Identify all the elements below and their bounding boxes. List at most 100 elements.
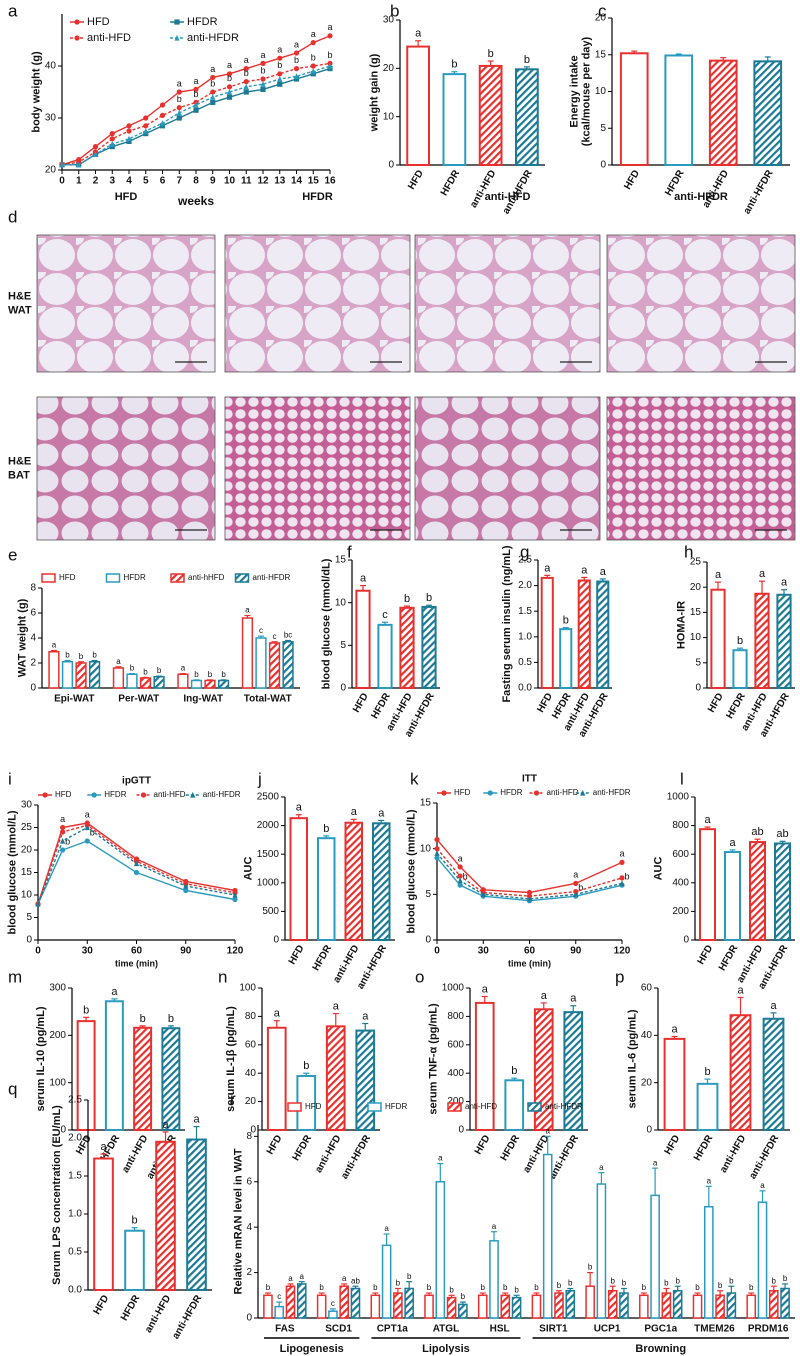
significance-letter: b xyxy=(426,592,432,604)
significance-letter: a xyxy=(244,55,249,65)
legend-marker xyxy=(42,792,48,798)
x-tick-label: HFDR xyxy=(692,1133,716,1163)
bar xyxy=(533,1008,554,1131)
significance-letter: b xyxy=(210,78,215,88)
point xyxy=(143,127,149,134)
x-tick-label: 0 xyxy=(434,946,440,957)
significance-letter: a xyxy=(193,1114,200,1126)
x-tick-label: 4 xyxy=(126,176,132,187)
bar xyxy=(699,828,716,941)
y-tick-label: 0.0 xyxy=(518,683,532,694)
panel-letter: p xyxy=(615,967,624,986)
x-tick-label: 12 xyxy=(257,176,269,187)
bar xyxy=(554,1292,564,1319)
point xyxy=(327,33,333,39)
significance-letter: a xyxy=(85,809,90,819)
legend-label: anti-HFDR xyxy=(593,788,631,797)
y-tick-label: 2.5 xyxy=(518,555,532,566)
x-tick-label: Per-WAT xyxy=(118,694,159,705)
significance-letter: b xyxy=(461,1292,466,1301)
legend-marker xyxy=(174,19,180,25)
bar xyxy=(746,1294,757,1319)
panel-letter: n xyxy=(218,967,227,986)
bar xyxy=(404,1287,414,1319)
significance-letter: b xyxy=(157,666,162,675)
y-axis-label: Serum LPS concentration (EU/mL) xyxy=(51,1105,63,1285)
y-tick-label: 0 xyxy=(458,1125,464,1136)
significance-letter: a xyxy=(600,566,607,578)
legend-swatch xyxy=(527,1102,542,1112)
y-tick-label: 20 xyxy=(595,13,607,24)
y-tick-label: 0 xyxy=(26,935,32,946)
y-tick-label: 0.5 xyxy=(518,657,532,668)
significance-letter: a xyxy=(704,814,711,826)
x-tick-label: HFDR xyxy=(119,1293,143,1323)
bar xyxy=(762,1017,785,1131)
point xyxy=(226,84,233,90)
bar xyxy=(124,1229,145,1291)
significance-letter: a xyxy=(288,1274,293,1283)
panel-letter: r xyxy=(230,1089,236,1108)
bar xyxy=(190,679,203,689)
bar xyxy=(61,661,74,689)
bar xyxy=(93,1157,114,1292)
x-tick-label: 60 xyxy=(524,946,536,957)
significance-letter: ab xyxy=(351,1276,360,1285)
bar xyxy=(753,60,783,167)
bar xyxy=(274,1305,285,1319)
bar xyxy=(155,1140,176,1292)
x-tick-label: HFD xyxy=(265,1133,285,1156)
significance-letter: b xyxy=(642,1283,647,1292)
significance-letter: a xyxy=(227,60,232,70)
y-tick-label: 500 xyxy=(262,906,279,917)
y-tick-label: 200 xyxy=(447,1096,464,1107)
bar xyxy=(285,1285,296,1319)
x-tick-label: 8 xyxy=(193,176,199,187)
x-tick-label: 6 xyxy=(160,176,166,187)
y-tick-label: 600 xyxy=(447,1039,464,1050)
bar xyxy=(619,1292,629,1319)
x-tick-label: HFDR xyxy=(291,1133,315,1163)
bar xyxy=(619,52,649,166)
y-tick-label: 1.5 xyxy=(68,1171,82,1182)
significance-letter: a xyxy=(759,568,766,580)
y-axis-label: serum IL-6 (pg/mL) xyxy=(627,1009,639,1108)
group-label: Lipolysis xyxy=(422,1343,470,1355)
significance-letter: b xyxy=(168,1013,174,1025)
point xyxy=(193,107,199,113)
point xyxy=(457,864,463,870)
legend-swatch xyxy=(234,573,250,583)
y-axis-label: Relative mRAN level in WAT xyxy=(232,1148,244,1294)
y-tick-label: 0 xyxy=(425,935,431,946)
panel-letter: c xyxy=(598,1,607,20)
micrograph xyxy=(606,396,796,541)
series-line xyxy=(61,62,331,166)
significance-letter: a xyxy=(52,641,57,650)
legend-label: anti-HFD xyxy=(154,790,186,799)
point xyxy=(619,875,625,881)
significance-letter: a xyxy=(482,983,489,995)
significance-letter: a xyxy=(581,564,588,576)
bar xyxy=(780,1287,790,1319)
bar xyxy=(710,588,726,689)
x-tick-label: anti-HFD xyxy=(468,168,498,210)
column-header: HFDR xyxy=(302,191,333,203)
point xyxy=(60,829,66,835)
point xyxy=(210,89,216,95)
bar xyxy=(75,662,87,689)
point xyxy=(243,66,249,72)
legend-label: anti-HFDR xyxy=(545,1102,583,1111)
point xyxy=(193,101,199,108)
significance-letter: b xyxy=(131,1215,137,1227)
x-tick-label: 5 xyxy=(143,176,149,187)
x-axis-label: time (min) xyxy=(115,958,158,968)
x-tick-label: FAS xyxy=(275,1324,295,1335)
point xyxy=(277,75,283,82)
panel-letter: g xyxy=(520,542,529,561)
y-tick-label: 20 xyxy=(690,582,702,593)
bar xyxy=(531,1294,542,1319)
chart-title: ITT xyxy=(522,774,537,785)
significance-letter: c xyxy=(259,626,263,635)
y-tick-label: 0 xyxy=(340,683,346,694)
bar xyxy=(217,679,230,689)
